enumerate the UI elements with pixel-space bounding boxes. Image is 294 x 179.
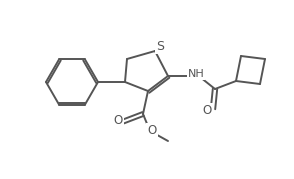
Text: O: O [202, 103, 212, 117]
Text: S: S [156, 40, 164, 52]
Text: NH: NH [188, 69, 204, 79]
Text: O: O [113, 115, 123, 127]
Text: O: O [147, 124, 157, 137]
